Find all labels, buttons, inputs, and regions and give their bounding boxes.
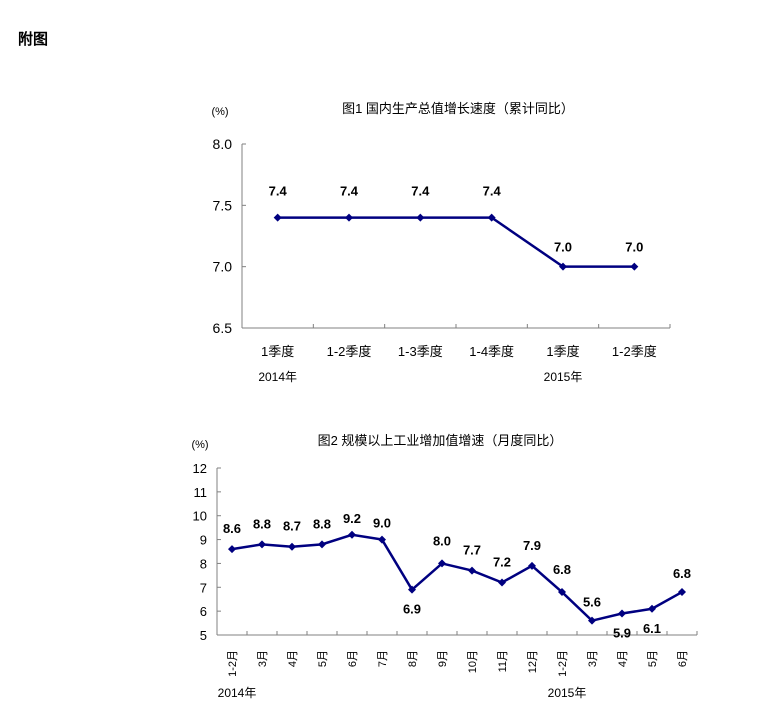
data-label: 7.0 (625, 240, 643, 255)
data-point (228, 545, 236, 554)
data-label: 7.4 (411, 184, 430, 199)
data-point (487, 213, 496, 222)
y-axis-unit: (%) (191, 439, 208, 451)
data-label: 7.4 (269, 184, 288, 199)
data-label: 7.0 (554, 240, 572, 255)
data-label: 8.8 (313, 516, 331, 531)
y-tick-label: 7.0 (213, 259, 233, 275)
data-point (345, 213, 353, 222)
y-tick-label: 7 (200, 580, 207, 595)
data-point (416, 213, 425, 222)
data-label: 6.1 (643, 621, 661, 636)
data-label: 7.7 (463, 543, 481, 558)
data-label: 7.4 (340, 184, 359, 199)
data-label: 7.9 (523, 538, 541, 553)
chart-title: 图2 规模以上工业增加值增速（月度同比） (318, 433, 563, 448)
page-heading: 附图 (18, 30, 49, 48)
x-tick-label: 1-4季度 (469, 344, 514, 359)
x-tick-label: 1季度 (261, 344, 294, 359)
data-point (588, 616, 596, 625)
x-tick-label: 4月 (287, 650, 299, 667)
data-label: 5.6 (583, 595, 601, 610)
x-tick-label: 3月 (257, 650, 269, 667)
data-label: 8.7 (283, 519, 301, 534)
data-point (273, 213, 282, 222)
data-point (378, 535, 386, 544)
data-label: 6.9 (403, 602, 421, 617)
data-point (558, 588, 566, 597)
y-tick-label: 6.5 (213, 320, 233, 336)
y-tick-label: 8 (200, 556, 207, 571)
x-tick-label: 11月 (497, 650, 509, 672)
data-point (559, 262, 567, 271)
data-point (648, 604, 656, 613)
x-tick-label: 1-2季度 (612, 344, 657, 359)
series-line (231, 533, 683, 623)
data-point (438, 559, 446, 568)
data-label: 6.8 (553, 562, 571, 577)
data-point (468, 566, 476, 575)
x-tick-label: 1-3季度 (398, 344, 443, 359)
x-tick-label: 1季度 (546, 344, 579, 359)
data-point (318, 540, 326, 549)
y-tick-label: 7.5 (213, 197, 233, 213)
x-tick-label: 12月 (527, 650, 539, 673)
x-tick-label: 1-2季度 (327, 344, 372, 359)
year-label: 2015年 (548, 686, 587, 700)
data-label: 5.9 (613, 626, 631, 641)
data-label: 8.6 (223, 521, 241, 536)
y-tick-label: 5 (200, 628, 207, 643)
x-tick-label: 6月 (677, 650, 689, 667)
year-label: 2015年 (544, 370, 583, 384)
x-tick-label: 1-2月 (227, 650, 239, 677)
data-point (678, 588, 686, 597)
x-tick-label: 10月 (467, 650, 479, 673)
data-point (618, 609, 626, 618)
year-label: 2014年 (258, 370, 297, 384)
x-tick-label: 1-2月 (557, 650, 569, 677)
x-tick-label: 5月 (317, 650, 329, 667)
x-tick-label: 8月 (407, 650, 419, 667)
y-tick-label: 9 (200, 533, 207, 548)
data-point (408, 585, 416, 594)
year-label: 2014年 (218, 686, 257, 700)
y-tick-label: 12 (193, 461, 207, 476)
chart-title: 图1 国内生产总值增长速度（累计同比） (342, 101, 574, 116)
data-label: 8.0 (433, 533, 451, 548)
x-tick-label: 4月 (617, 650, 629, 667)
series-line (277, 216, 635, 268)
y-axis-unit: (%) (211, 106, 228, 118)
x-tick-label: 3月 (587, 650, 599, 667)
y-tick-label: 8.0 (213, 136, 233, 152)
data-point (288, 542, 296, 551)
x-tick-label: 5月 (647, 650, 659, 667)
data-label: 9.0 (373, 516, 391, 531)
data-label: 9.2 (343, 511, 361, 526)
data-point (258, 540, 266, 549)
data-point (528, 561, 536, 570)
data-label: 7.4 (483, 184, 502, 199)
data-label: 6.8 (673, 566, 691, 581)
y-tick-label: 11 (194, 485, 208, 500)
x-tick-label: 9月 (437, 650, 449, 667)
data-point (498, 578, 506, 587)
data-label: 7.2 (493, 555, 511, 570)
y-tick-label: 10 (193, 509, 207, 524)
data-point (348, 530, 356, 539)
data-point (630, 262, 639, 271)
x-tick-label: 7月 (377, 650, 389, 667)
y-tick-label: 6 (200, 604, 207, 619)
data-label: 8.8 (253, 516, 271, 531)
x-tick-label: 6月 (347, 650, 359, 667)
